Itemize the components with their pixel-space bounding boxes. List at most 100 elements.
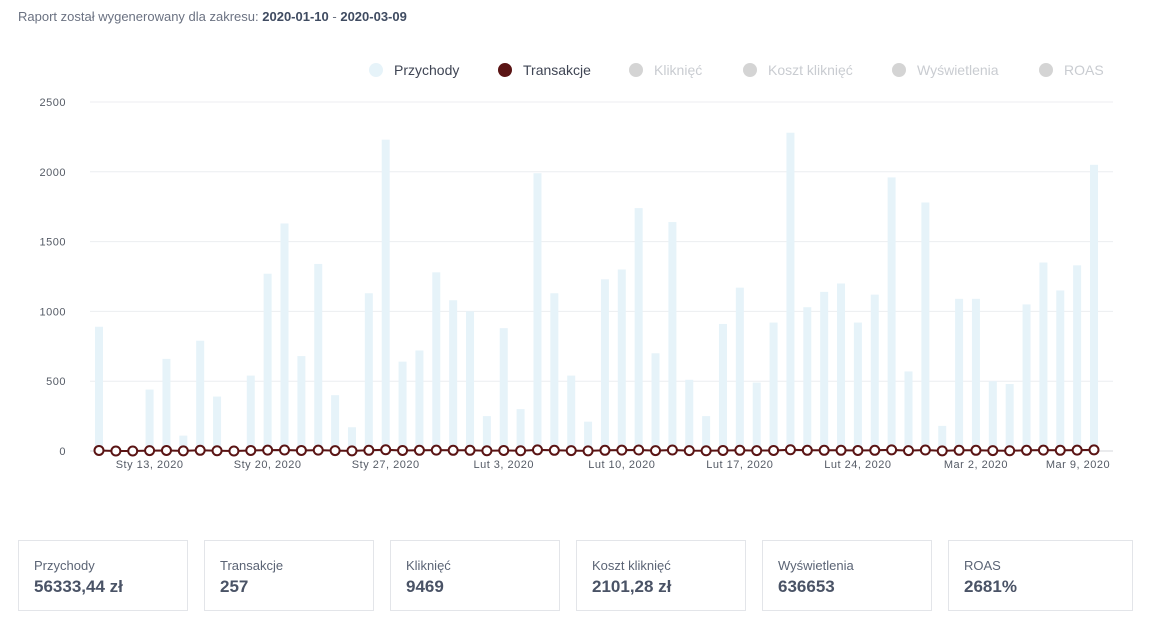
transakcje-point: [245, 444, 257, 456]
przychody-bar: [921, 202, 930, 451]
summary-card-transakcje: Transakcje 257: [204, 540, 374, 611]
przychody-bar: [347, 427, 356, 451]
y-tick-label: 2000: [40, 167, 66, 179]
przychody-bar: [803, 307, 812, 451]
legend-item-transakcje[interactable]: Transakcje: [498, 62, 591, 78]
summary-label: Przychody: [34, 558, 95, 573]
przychody-bar: [718, 323, 727, 451]
transakcje-point: [582, 445, 594, 457]
revenue-transactions-chart: 2500 2000 1500 1000 500 0 Sty 13, 2020 Sty 20,…: [40, 97, 1113, 471]
przychody-bar: [955, 298, 964, 451]
przychody-bar: [280, 223, 289, 451]
transakcje-point: [93, 444, 105, 456]
transakcje-point: [144, 445, 156, 457]
przychody-bar: [533, 173, 542, 452]
report-range-text: Raport został wygenerowany dla zakresu: …: [18, 9, 407, 24]
transakcje-point: [548, 444, 560, 456]
transakcje-point: [1037, 444, 1049, 456]
y-tick-label: 500: [46, 376, 66, 388]
transakcje-point: [515, 445, 527, 457]
legend-label-koszt-klikniec: Koszt kliknięć: [768, 62, 853, 78]
report-date-separator: -: [332, 9, 337, 24]
przychody-bar: [213, 396, 222, 451]
transakcje-point: [633, 444, 645, 456]
transakcje-point: [751, 445, 763, 457]
przychody-bar: [584, 421, 593, 451]
przychody-bar: [837, 283, 846, 451]
przychody-bar: [449, 300, 458, 451]
transakcje-point: [1004, 445, 1016, 457]
transakcje-point: [447, 444, 459, 456]
legend-dot-klikniec: [629, 63, 643, 77]
legend-item-koszt-klikniec[interactable]: Koszt kliknięć: [743, 62, 853, 78]
report-date-to: 2020-03-09: [340, 9, 407, 24]
legend-item-przychody[interactable]: Przychody: [369, 62, 459, 78]
y-tick-label: 1000: [40, 306, 66, 318]
summary-label: ROAS: [964, 558, 1001, 573]
x-tick-label: Sty 27, 2020: [352, 459, 420, 471]
legend-label-klikniec: Kliknięć: [654, 62, 703, 78]
y-tick-label: 1500: [40, 237, 66, 249]
przychody-bar: [685, 379, 694, 451]
transakcje-point: [768, 444, 780, 456]
summary-value: 9469: [406, 577, 444, 596]
przychody-bar: [499, 328, 508, 451]
summary-card-koszt-klikniec: Koszt kliknięć 2101,28 zł: [576, 540, 746, 611]
legend-label-transakcje: Transakcje: [523, 62, 591, 78]
transakcje-point: [801, 444, 813, 456]
przychody-bar: [702, 416, 711, 451]
przychody-bar: [1073, 265, 1082, 451]
transakcje-point: [295, 444, 307, 456]
transakcje-point: [717, 444, 729, 456]
x-tick-label: Lut 3, 2020: [473, 459, 534, 471]
transakcje-point: [683, 445, 695, 457]
przychody-bar: [870, 294, 879, 451]
transakcje-point: [110, 445, 122, 457]
transakcje-point: [987, 445, 999, 457]
summary-value: 636653: [778, 577, 835, 596]
przychody-bar: [567, 375, 576, 451]
przychody-bar: [617, 269, 626, 451]
transakcje-point: [919, 444, 931, 456]
transakcje-point: [397, 444, 409, 456]
transakcje-point: [413, 444, 425, 456]
chart-legend: Przychody Transakcje Kliknięć Koszt klik…: [0, 62, 1152, 82]
summary-label: Kliknięć: [406, 558, 451, 573]
przychody-bar: [331, 395, 340, 451]
y-axis-ticks: 2500 2000 1500 1000 500 0: [40, 97, 66, 458]
legend-item-klikniec[interactable]: Kliknięć: [629, 62, 702, 78]
przychody-bar: [752, 382, 761, 451]
przychody-bar: [364, 293, 373, 451]
transakcje-line: [93, 444, 1100, 457]
przychody-bar: [466, 311, 475, 451]
przychody-bar: [634, 208, 643, 451]
legend-item-roas[interactable]: ROAS: [1039, 62, 1104, 78]
transakcje-point: [902, 445, 914, 457]
przychody-bar: [904, 371, 913, 451]
przychody-bar: [971, 298, 980, 451]
summary-value: 56333,44 zł: [34, 577, 123, 596]
legend-label-roas: ROAS: [1064, 62, 1104, 78]
summary-card-roas: ROAS 2681%: [948, 540, 1133, 611]
transakcje-point: [1021, 444, 1033, 456]
przychody-bar: [179, 435, 188, 451]
x-axis-ticks: Sty 13, 2020 Sty 20, 2020 Sty 27, 2020 Lut …: [116, 459, 1110, 471]
y-tick-label: 2500: [40, 97, 66, 109]
przychody-bar: [263, 273, 272, 451]
y-tick-label: 0: [59, 446, 66, 458]
summary-cards: Przychody 56333,44 zł Transakcje 257 Kli…: [18, 540, 1134, 612]
legend-item-wyswietlenia[interactable]: Wyświetlenia: [892, 62, 999, 78]
transakcje-point: [886, 444, 898, 456]
transakcje-point: [430, 444, 442, 456]
summary-card-wyswietlenia: Wyświetlenia 636653: [762, 540, 932, 611]
transakcje-point: [127, 445, 139, 457]
przychody-bar: [820, 291, 829, 451]
przychody-bar: [1005, 383, 1014, 451]
przychody-bar: [1039, 262, 1048, 451]
transakcje-point: [531, 444, 543, 456]
przychody-bar: [516, 409, 525, 451]
summary-card-przychody: Przychody 56333,44 zł: [18, 540, 188, 611]
transakcje-point: [599, 444, 611, 456]
transakcje-point: [380, 444, 392, 456]
przychody-bar: [786, 132, 795, 451]
